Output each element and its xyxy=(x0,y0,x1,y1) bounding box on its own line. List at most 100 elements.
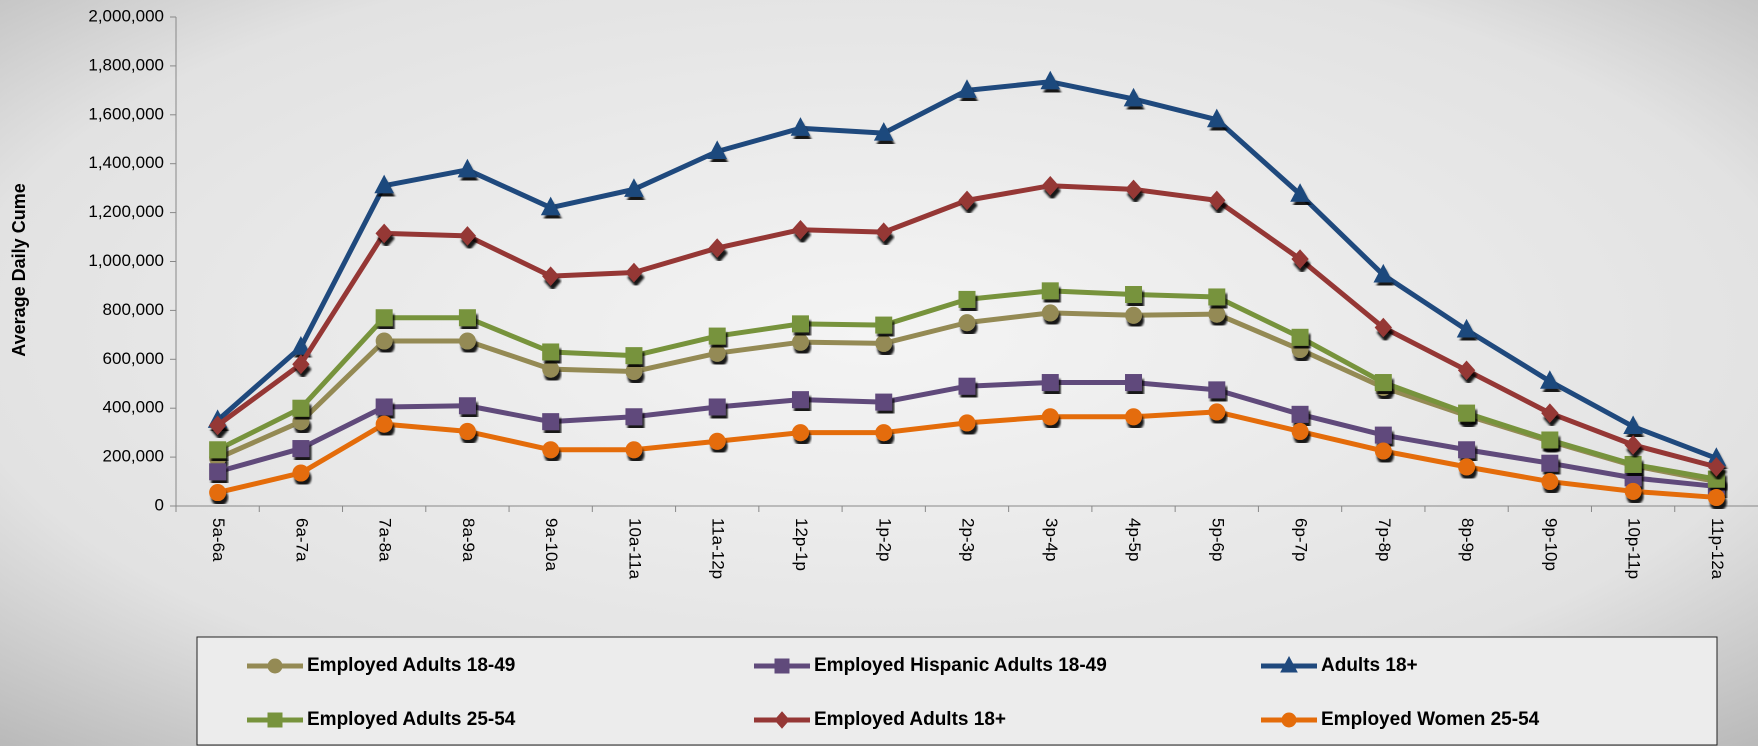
marker xyxy=(875,393,893,411)
marker xyxy=(875,222,893,242)
marker xyxy=(1123,87,1144,107)
legend-label: Employed Hispanic Adults 18-49 xyxy=(814,655,1107,676)
series xyxy=(208,175,1726,477)
legend-label: Employed Adults 18+ xyxy=(814,709,1006,730)
marker xyxy=(873,122,894,141)
marker xyxy=(1541,473,1559,491)
y-tick-label: 1,000,000 xyxy=(88,251,164,270)
legend xyxy=(196,636,1718,746)
marker xyxy=(375,415,393,433)
marker xyxy=(292,354,310,374)
marker xyxy=(267,658,283,674)
marker xyxy=(1124,179,1143,200)
marker xyxy=(1125,408,1143,426)
series xyxy=(209,374,1725,495)
marker xyxy=(458,226,477,246)
marker xyxy=(1125,286,1143,304)
marker xyxy=(292,399,310,417)
marker xyxy=(458,332,476,350)
marker xyxy=(1541,403,1559,423)
marker xyxy=(1290,183,1310,202)
marker xyxy=(1041,175,1059,196)
marker xyxy=(1208,190,1226,211)
marker xyxy=(458,422,476,440)
marker xyxy=(1623,415,1643,435)
marker xyxy=(540,196,561,216)
marker xyxy=(791,315,809,333)
x-tick-label: 6p-7p xyxy=(1292,518,1311,561)
y-tick-label: 1,800,000 xyxy=(88,55,164,74)
y-axis-title: Average Daily Cume xyxy=(9,183,29,356)
marker xyxy=(1125,306,1143,324)
marker xyxy=(1373,263,1394,283)
marker xyxy=(958,314,976,332)
marker xyxy=(1040,70,1061,90)
marker xyxy=(708,432,726,450)
marker xyxy=(625,262,643,283)
marker xyxy=(1206,108,1227,128)
x-tick-label: 5p-6p xyxy=(1208,518,1227,561)
marker xyxy=(1458,458,1476,476)
x-tick-label: 3p-4p xyxy=(1042,518,1061,561)
y-tick-label: 200,000 xyxy=(103,447,164,466)
marker xyxy=(1374,426,1392,444)
x-tick-label: 12p-1p xyxy=(792,518,811,571)
marker xyxy=(1707,457,1726,477)
marker xyxy=(957,79,977,98)
marker xyxy=(708,238,726,258)
marker xyxy=(1456,318,1477,338)
series xyxy=(207,70,1727,466)
marker xyxy=(542,441,560,459)
marker xyxy=(542,413,560,431)
marker xyxy=(1208,403,1226,421)
marker xyxy=(1540,370,1560,389)
marker xyxy=(375,332,393,350)
marker xyxy=(875,316,893,334)
marker xyxy=(1280,655,1298,673)
x-tick-label: 7p-8p xyxy=(1375,518,1394,561)
marker xyxy=(707,140,728,159)
marker xyxy=(1374,442,1392,460)
marker xyxy=(542,360,560,378)
marker xyxy=(1291,249,1309,269)
x-tick-label: 10p-11p xyxy=(1625,518,1644,579)
marker xyxy=(708,344,726,362)
marker xyxy=(1208,305,1226,323)
y-tick-label: 1,400,000 xyxy=(88,153,164,172)
marker xyxy=(1291,328,1309,346)
marker xyxy=(958,190,976,211)
marker xyxy=(1208,381,1226,399)
marker xyxy=(291,336,311,355)
marker xyxy=(624,178,644,197)
marker xyxy=(791,219,810,240)
marker xyxy=(625,347,643,365)
marker xyxy=(375,309,393,327)
marker xyxy=(958,290,976,308)
marker xyxy=(267,712,283,728)
marker xyxy=(1457,360,1476,381)
marker xyxy=(625,441,643,459)
marker xyxy=(790,117,811,136)
marker xyxy=(1624,455,1642,473)
marker xyxy=(875,424,893,442)
marker xyxy=(791,424,809,442)
marker xyxy=(1291,422,1309,440)
legend-label: Employed Adults 18-49 xyxy=(307,655,515,676)
marker xyxy=(791,333,809,351)
marker xyxy=(625,408,643,426)
marker xyxy=(708,398,726,416)
marker xyxy=(542,343,560,361)
x-tick-label: 8p-9p xyxy=(1458,518,1477,561)
marker xyxy=(1541,454,1559,472)
marker xyxy=(1041,374,1059,392)
marker xyxy=(458,309,476,327)
marker xyxy=(292,464,310,482)
marker xyxy=(875,334,893,352)
marker xyxy=(774,711,790,729)
y-tick-label: 1,600,000 xyxy=(88,104,164,123)
marker xyxy=(1281,712,1297,728)
marker xyxy=(374,174,394,194)
x-tick-label: 8a-9a xyxy=(459,518,478,562)
marker xyxy=(1624,482,1642,500)
